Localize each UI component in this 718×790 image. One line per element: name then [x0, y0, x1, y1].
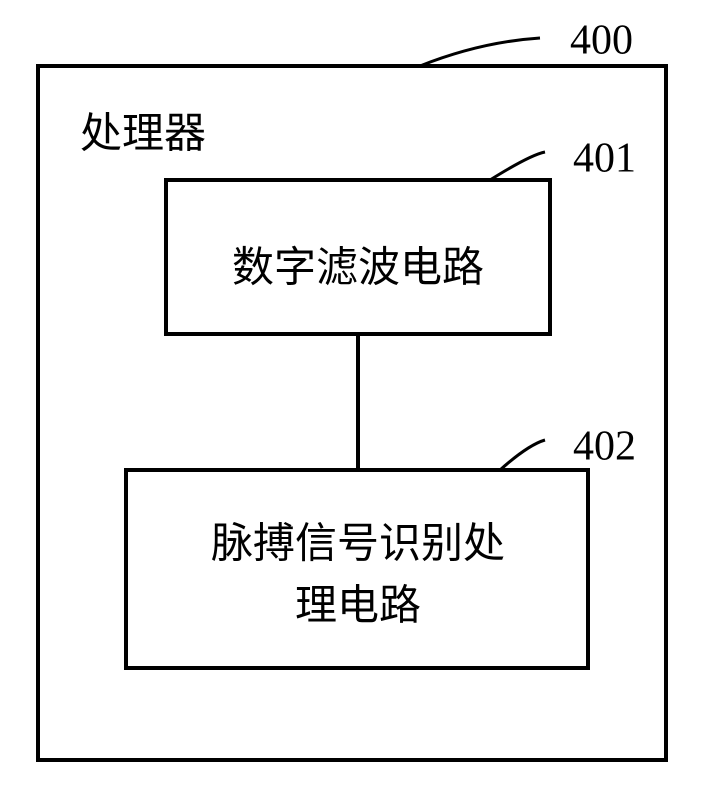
box2-label: 402 [573, 424, 636, 470]
container-title: 处理器 [80, 112, 206, 158]
container-leader [420, 38, 540, 66]
box1-label: 401 [573, 136, 636, 182]
box1-leader [490, 152, 545, 180]
pulse-signal-line2: 理电路 [295, 584, 421, 630]
box2-leader [500, 440, 545, 470]
pulse-signal-line1: 脉搏信号识别处 [211, 522, 505, 568]
container-label: 400 [570, 18, 633, 64]
digital-filter-text: 数字滤波电路 [232, 245, 484, 292]
pulse-signal-box [126, 470, 588, 668]
